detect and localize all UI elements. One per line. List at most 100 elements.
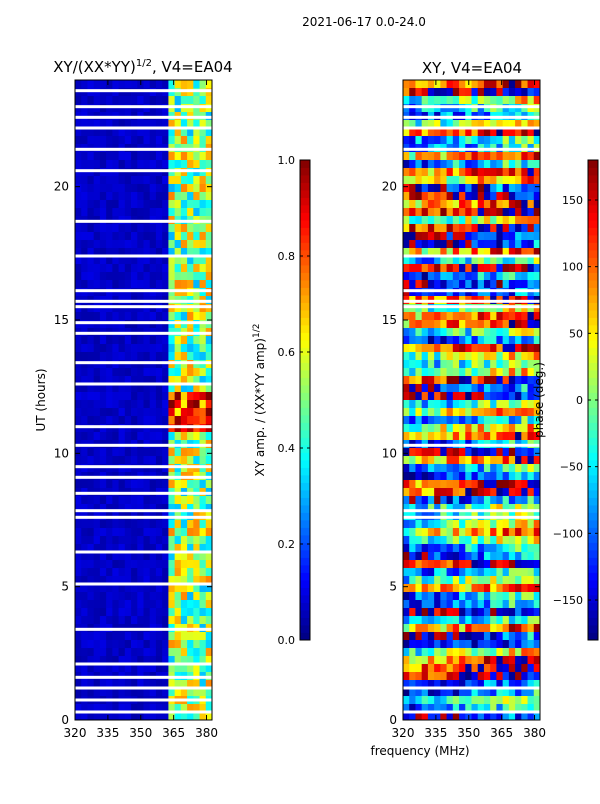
heatmap-cell	[521, 536, 528, 545]
heatmap-cell	[131, 480, 138, 489]
heatmap-cell	[446, 616, 454, 625]
heatmap-cell	[199, 424, 207, 433]
heatmap-cell	[465, 536, 472, 545]
y-tick-label: 5	[389, 580, 397, 594]
heatmap-cell	[75, 368, 82, 377]
heatmap-cell	[99, 312, 107, 321]
heatmap-cell	[483, 672, 491, 681]
flagged-row	[403, 299, 540, 303]
heatmap-cell	[409, 568, 416, 577]
heatmap-cell	[471, 256, 479, 265]
heatmap-cell	[477, 336, 485, 345]
heatmap-cell	[471, 248, 479, 257]
heatmap-cell	[155, 208, 163, 217]
heatmap-cell	[112, 192, 119, 201]
heatmap-cell	[99, 608, 107, 617]
heatmap-cell	[143, 392, 151, 401]
heatmap-cell	[143, 376, 151, 385]
heatmap-cell	[415, 240, 423, 249]
heatmap-cell	[162, 656, 169, 665]
heatmap-cell	[490, 200, 497, 209]
heatmap-cell	[149, 504, 157, 513]
heatmap-cell	[515, 584, 522, 593]
heatmap-cell	[193, 456, 200, 465]
heatmap-cell	[81, 648, 88, 657]
heatmap-cell	[502, 480, 510, 489]
heatmap-cell	[81, 480, 88, 489]
heatmap-cell	[403, 664, 410, 673]
heatmap-cell	[490, 576, 497, 585]
colorbar-segment	[300, 505, 310, 513]
heatmap-cell	[533, 472, 541, 481]
heatmap-cell	[446, 128, 454, 137]
heatmap-cell	[162, 432, 169, 441]
heatmap-cell	[427, 656, 435, 665]
heatmap-cell	[143, 88, 151, 97]
heatmap-cell	[521, 208, 528, 217]
heatmap-cell	[440, 376, 447, 385]
heatmap-cell	[155, 312, 163, 321]
heatmap-cell	[187, 600, 194, 609]
heatmap-cell	[421, 520, 429, 529]
heatmap-cell	[440, 208, 447, 217]
heatmap-cell	[440, 656, 447, 665]
heatmap-cell	[490, 472, 497, 481]
heatmap-cell	[477, 608, 485, 617]
heatmap-cell	[205, 136, 213, 145]
heatmap-cell	[106, 272, 113, 281]
heatmap-cell	[533, 280, 541, 289]
colorbar-segment	[588, 257, 598, 266]
heatmap-cell	[496, 232, 504, 241]
heatmap-cell	[477, 104, 485, 113]
heatmap-cell	[415, 184, 423, 193]
heatmap-cell	[174, 520, 182, 529]
heatmap-cell	[465, 240, 472, 249]
colorbar-segment	[300, 347, 310, 356]
colorbar-segment	[588, 182, 598, 191]
heatmap-cell	[403, 536, 410, 545]
heatmap-cell	[427, 240, 435, 249]
heatmap-cell	[465, 504, 472, 513]
heatmap-cell	[440, 480, 447, 489]
heatmap-cell	[521, 672, 528, 681]
heatmap-cell	[174, 104, 182, 113]
heatmap-cell	[155, 88, 163, 97]
heatmap-cell	[434, 128, 441, 137]
heatmap-cell	[118, 400, 126, 409]
heatmap-cell	[403, 432, 410, 441]
heatmap-cell	[81, 456, 88, 465]
heatmap-cell	[199, 640, 207, 649]
heatmap-cell	[465, 208, 472, 217]
heatmap-cell	[403, 504, 410, 513]
heatmap-cell	[421, 312, 429, 321]
heatmap-cell	[527, 248, 535, 257]
heatmap-cell	[446, 96, 454, 105]
heatmap-cell	[81, 288, 88, 297]
heatmap-cell	[508, 408, 516, 417]
heatmap-cell	[403, 272, 410, 281]
heatmap-cell	[193, 504, 200, 513]
heatmap-cell	[180, 288, 188, 297]
heatmap-cell	[93, 528, 101, 537]
heatmap-cell	[452, 608, 460, 617]
heatmap-cell	[93, 224, 101, 233]
colorbar-segment	[588, 482, 598, 491]
heatmap-cell	[143, 432, 151, 441]
heatmap-cell	[427, 400, 435, 409]
heatmap-cell	[533, 648, 541, 657]
heatmap-cell	[483, 592, 491, 601]
heatmap-cell	[527, 264, 535, 273]
heatmap-cell	[515, 176, 522, 185]
heatmap-cell	[496, 448, 504, 457]
heatmap-cell	[180, 688, 188, 697]
heatmap-cell	[155, 224, 163, 233]
heatmap-cell	[403, 576, 410, 585]
plot-frame	[402, 79, 541, 721]
heatmap-cell	[440, 672, 447, 681]
colorbar-segment	[300, 610, 310, 618]
colorbar-segment	[300, 437, 310, 446]
heatmap-cell	[193, 264, 200, 273]
heatmap-cell	[415, 672, 423, 681]
heatmap-cell	[403, 680, 410, 689]
